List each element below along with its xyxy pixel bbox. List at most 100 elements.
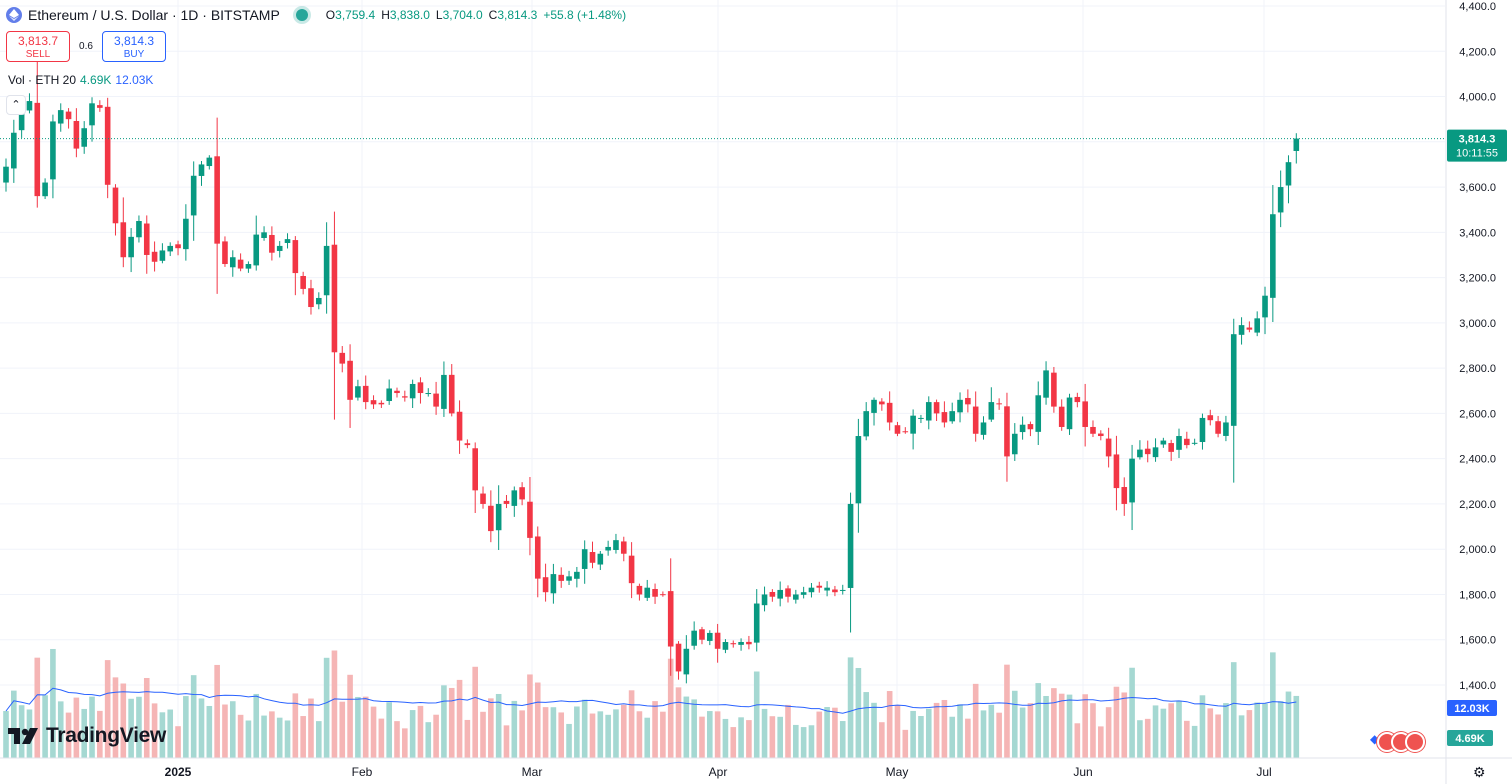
price-tick-label: 4,200.0 — [1459, 46, 1496, 58]
volume-bars — [3, 648, 1300, 758]
volume-bar — [362, 696, 369, 758]
volume-bar — [73, 697, 80, 758]
candle-body — [1098, 433, 1104, 437]
candle-body — [746, 641, 752, 645]
candle-body — [1254, 318, 1260, 333]
price-tick-label: 4,000.0 — [1459, 92, 1496, 104]
candle-body — [1043, 370, 1049, 398]
volume-bar — [589, 713, 596, 758]
volume-bar — [167, 709, 174, 758]
volume-bar — [699, 716, 705, 758]
volume-bar — [1285, 691, 1292, 758]
symbol-title[interactable]: Ethereum / U.S. Dollar · 1D · BITSTAMP — [28, 7, 280, 23]
volume-bar — [675, 687, 682, 758]
volume-bar — [808, 725, 815, 758]
candle-body — [988, 402, 995, 420]
candle-body — [972, 406, 979, 434]
ohlc-key: C — [488, 8, 498, 22]
volume-bar — [1207, 708, 1214, 758]
volume-bar — [190, 675, 197, 758]
volume-bar — [527, 674, 533, 758]
volume-bar — [81, 708, 87, 758]
candle-body — [1168, 443, 1174, 452]
volume-bar — [1199, 695, 1206, 758]
candle-body — [957, 399, 963, 413]
price-tick-label: 2,800.0 — [1459, 363, 1496, 375]
candle-body — [1121, 487, 1128, 504]
collapse-legend-button[interactable]: ⌃ — [6, 95, 26, 115]
candle-body — [1074, 396, 1081, 403]
candle-body — [167, 245, 174, 252]
volume-bar — [793, 724, 799, 758]
events-markers[interactable]: ◆ — [1370, 732, 1426, 752]
volume-bar — [378, 718, 385, 758]
price-tick-label: 2,600.0 — [1459, 408, 1496, 420]
volume-bar — [1184, 720, 1190, 758]
volume-bar — [1262, 703, 1268, 758]
volume-bar — [386, 702, 392, 758]
tradingview-logo-text: TradingView — [46, 724, 167, 747]
volume-bar — [988, 704, 995, 758]
volume-bar — [323, 657, 330, 758]
candle-body — [660, 594, 666, 596]
volume-bar — [120, 683, 127, 758]
candle-body — [300, 276, 306, 289]
candle-body — [753, 603, 760, 643]
candle-body — [667, 591, 674, 647]
candle-body — [222, 241, 228, 265]
sell-button[interactable]: 3,813.7 SELL — [6, 31, 70, 62]
candle-body — [519, 487, 525, 500]
volume-bar — [894, 704, 901, 758]
countdown-label: 10:11:55 — [1456, 148, 1498, 160]
candle-body — [738, 641, 744, 645]
candle-body — [81, 128, 87, 147]
candle-body — [730, 643, 737, 645]
time-axis: 2025 Feb Mar Apr May Jun Jul — [165, 765, 1272, 779]
volume-bar — [1176, 700, 1182, 758]
candle-body — [816, 585, 823, 588]
candle-body — [331, 244, 338, 353]
candle-body — [386, 388, 392, 402]
volume-bar — [104, 660, 111, 758]
volume-bar — [417, 705, 424, 758]
candle-body — [136, 221, 142, 238]
candle-body — [1066, 397, 1073, 430]
candle-body — [699, 629, 705, 640]
volume-legend[interactable]: Vol · ETH 20 4.69K 12.03K — [8, 73, 153, 87]
volume-bar — [1019, 707, 1026, 758]
candle-body — [1152, 447, 1159, 458]
volume-bar — [1277, 701, 1284, 758]
volume-bar — [925, 708, 932, 758]
volume-bar — [1223, 703, 1229, 758]
volume-bar — [1270, 652, 1276, 758]
candle-body — [214, 156, 220, 244]
settings-gear-icon[interactable]: ⚙ — [1473, 764, 1486, 780]
buy-button[interactable]: 3,814.3 BUY — [102, 31, 166, 62]
volume-bar — [370, 706, 377, 758]
candle-body — [34, 102, 41, 197]
candle-body — [1246, 327, 1253, 330]
candle-body — [245, 264, 252, 269]
candle-body — [316, 297, 322, 305]
volume-bar — [972, 683, 979, 758]
ohlc-key: H — [381, 8, 390, 22]
symbol-header: Ethereum / U.S. Dollar · 1D · BITSTAMP O… — [6, 5, 626, 25]
volume-bar — [1066, 694, 1073, 758]
tradingview-logo[interactable]: TradingView — [8, 724, 166, 748]
candle-body — [1035, 395, 1042, 432]
time-tick-label: Mar — [522, 765, 543, 779]
volume-legend-value: 4.69K — [80, 73, 112, 87]
chevron-up-icon: ⌃ — [11, 99, 21, 111]
volume-bar — [1144, 718, 1151, 758]
volume-ma-badge-label: 12.03K — [1454, 703, 1490, 715]
candle-body — [832, 589, 838, 593]
volume-bar — [534, 682, 541, 758]
volume-bar — [542, 707, 549, 758]
volume-bar — [886, 691, 893, 758]
volume-bar — [1160, 708, 1167, 758]
candle-body — [488, 505, 494, 532]
volume-bar — [941, 699, 948, 758]
candle-body — [886, 402, 893, 423]
price-tick-label: 2,000.0 — [1459, 544, 1496, 556]
